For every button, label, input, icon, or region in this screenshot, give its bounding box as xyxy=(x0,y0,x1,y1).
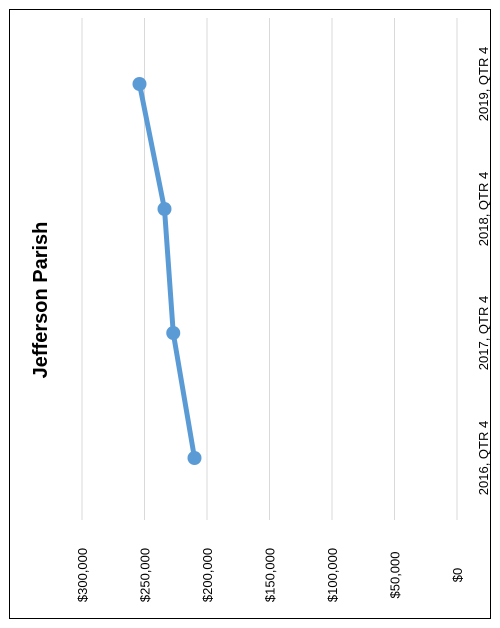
category-tick-label: 2018, QTR 4 xyxy=(476,172,491,246)
category-tick-label: 2019, QTR 4 xyxy=(476,47,491,121)
value-tick-label: $200,000 xyxy=(200,548,215,602)
value-tick-label: $300,000 xyxy=(75,548,90,602)
value-axis-tick-labels: $0 $50,000 $100,000 $150,000 $200,000 $250,00… xyxy=(75,548,465,602)
chart-border xyxy=(9,9,491,619)
category-tick-label: 2016, QTR 4 xyxy=(476,421,491,495)
data-point xyxy=(132,77,147,91)
data-point xyxy=(157,202,172,216)
series-line-layer xyxy=(137,81,197,461)
value-tick-label: $100,000 xyxy=(325,548,340,602)
category-axis-tick-labels: 2016, QTR 4 2017, QTR 4 2018, QTR 4 2019, Q… xyxy=(476,47,491,495)
category-tick-label: 2017, QTR 4 xyxy=(476,296,491,370)
series-line xyxy=(137,81,197,461)
value-tick-label: $0 xyxy=(450,568,465,582)
value-tick-label: $150,000 xyxy=(263,548,278,602)
value-tick-label: $50,000 xyxy=(388,552,403,599)
value-tick-label: $250,000 xyxy=(138,548,153,602)
data-point xyxy=(166,326,181,340)
gridlines xyxy=(81,18,458,520)
data-point xyxy=(187,451,202,465)
data-points xyxy=(132,77,202,465)
chart-title: Jefferson Parish xyxy=(30,222,52,379)
